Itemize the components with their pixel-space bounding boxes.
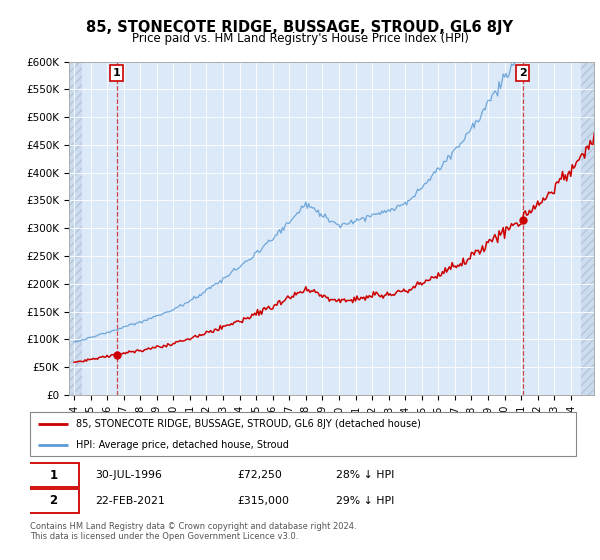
Text: £72,250: £72,250 <box>238 470 283 480</box>
Text: HPI: Average price, detached house, Stroud: HPI: Average price, detached house, Stro… <box>76 440 289 450</box>
Text: Price paid vs. HM Land Registry's House Price Index (HPI): Price paid vs. HM Land Registry's House … <box>131 32 469 45</box>
Text: 1: 1 <box>113 68 121 78</box>
Text: £315,000: £315,000 <box>238 496 289 506</box>
Text: 22-FEB-2021: 22-FEB-2021 <box>95 496 165 506</box>
Text: 85, STONECOTE RIDGE, BUSSAGE, STROUD, GL6 8JY (detached house): 85, STONECOTE RIDGE, BUSSAGE, STROUD, GL… <box>76 419 421 429</box>
Text: Contains HM Land Registry data © Crown copyright and database right 2024.
This d: Contains HM Land Registry data © Crown c… <box>30 522 356 542</box>
FancyBboxPatch shape <box>27 489 79 513</box>
Text: 85, STONECOTE RIDGE, BUSSAGE, STROUD, GL6 8JY: 85, STONECOTE RIDGE, BUSSAGE, STROUD, GL… <box>86 20 514 35</box>
Text: 29% ↓ HPI: 29% ↓ HPI <box>336 496 394 506</box>
Text: 28% ↓ HPI: 28% ↓ HPI <box>336 470 394 480</box>
FancyBboxPatch shape <box>27 463 79 487</box>
Text: 2: 2 <box>49 494 58 507</box>
Text: 2: 2 <box>518 68 526 78</box>
Text: 1: 1 <box>49 469 58 482</box>
Text: 30-JUL-1996: 30-JUL-1996 <box>95 470 163 480</box>
